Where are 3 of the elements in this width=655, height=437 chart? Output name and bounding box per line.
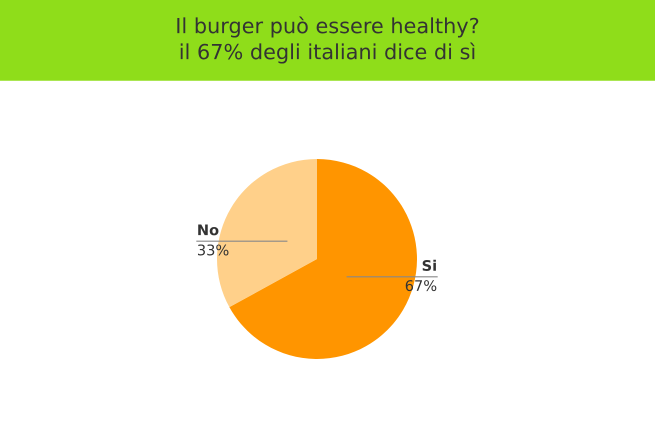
slice-label: Si	[422, 260, 436, 271]
slice-label: No	[198, 224, 218, 236]
chart-title: Il burger può essere healthy? il 67% degli italiani dice di sì	[177, 16, 478, 64]
